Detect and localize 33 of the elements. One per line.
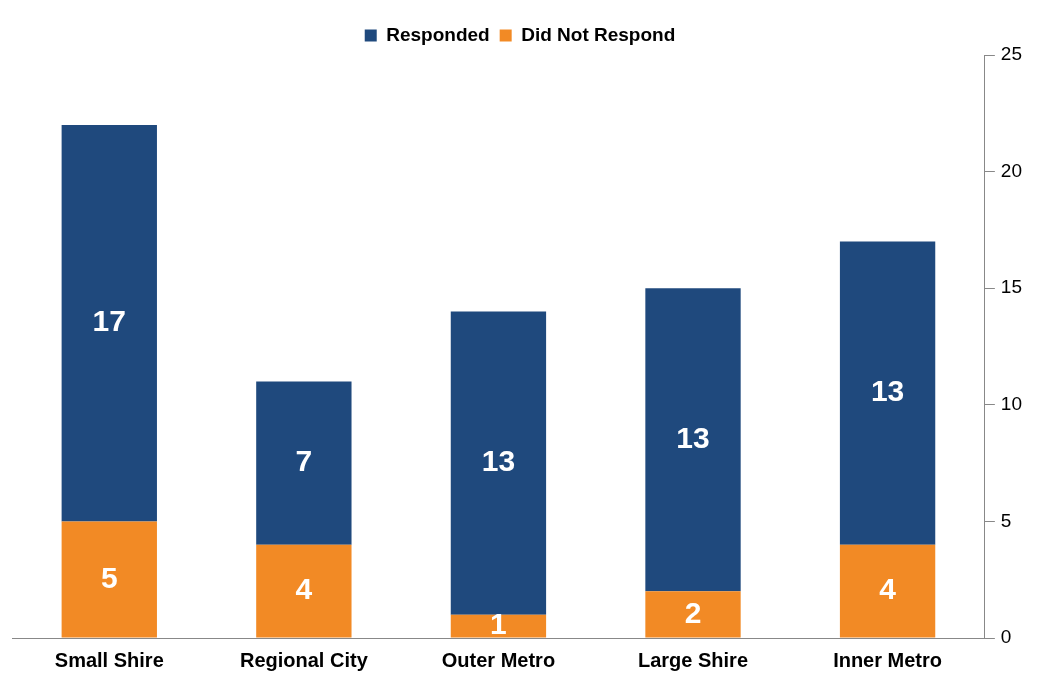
bar	[61, 521, 157, 638]
legend-label: Did Not Respond	[521, 23, 676, 45]
bar	[61, 124, 157, 522]
data-label: 13	[870, 374, 905, 408]
bar	[645, 288, 741, 592]
y-tick-label: 20	[1000, 159, 1023, 181]
x-tick-label: Regional City	[239, 648, 369, 671]
data-label: 13	[676, 421, 710, 455]
legend-label: Responded	[386, 23, 490, 45]
bar	[450, 311, 547, 615]
data-label: 1	[490, 607, 507, 641]
bar	[839, 241, 936, 545]
y-tick-label: 15	[1000, 276, 1023, 298]
data-label: 13	[481, 444, 516, 478]
bar	[839, 544, 936, 638]
bar	[256, 381, 352, 545]
x-tick-label: Outer Metro	[441, 648, 556, 671]
y-tick-label: 25	[1000, 43, 1023, 65]
x-tick-label: Small Shire	[54, 648, 164, 671]
data-label: 7	[295, 444, 313, 478]
y-tick-label: 5	[1000, 509, 1012, 531]
data-label: 5	[100, 560, 118, 594]
data-label: 17	[92, 304, 126, 338]
y-tick-label: 0	[1000, 626, 1012, 648]
x-tick-label: Large Shire	[637, 648, 749, 671]
data-label: 4	[879, 572, 897, 606]
bar	[645, 591, 741, 638]
y-tick-label: 10	[1000, 393, 1023, 415]
data-label: 2	[684, 595, 702, 629]
bar	[256, 544, 352, 638]
data-label: 4	[295, 572, 313, 606]
bar	[450, 614, 547, 638]
x-tick-label: Inner Metro	[833, 648, 943, 671]
